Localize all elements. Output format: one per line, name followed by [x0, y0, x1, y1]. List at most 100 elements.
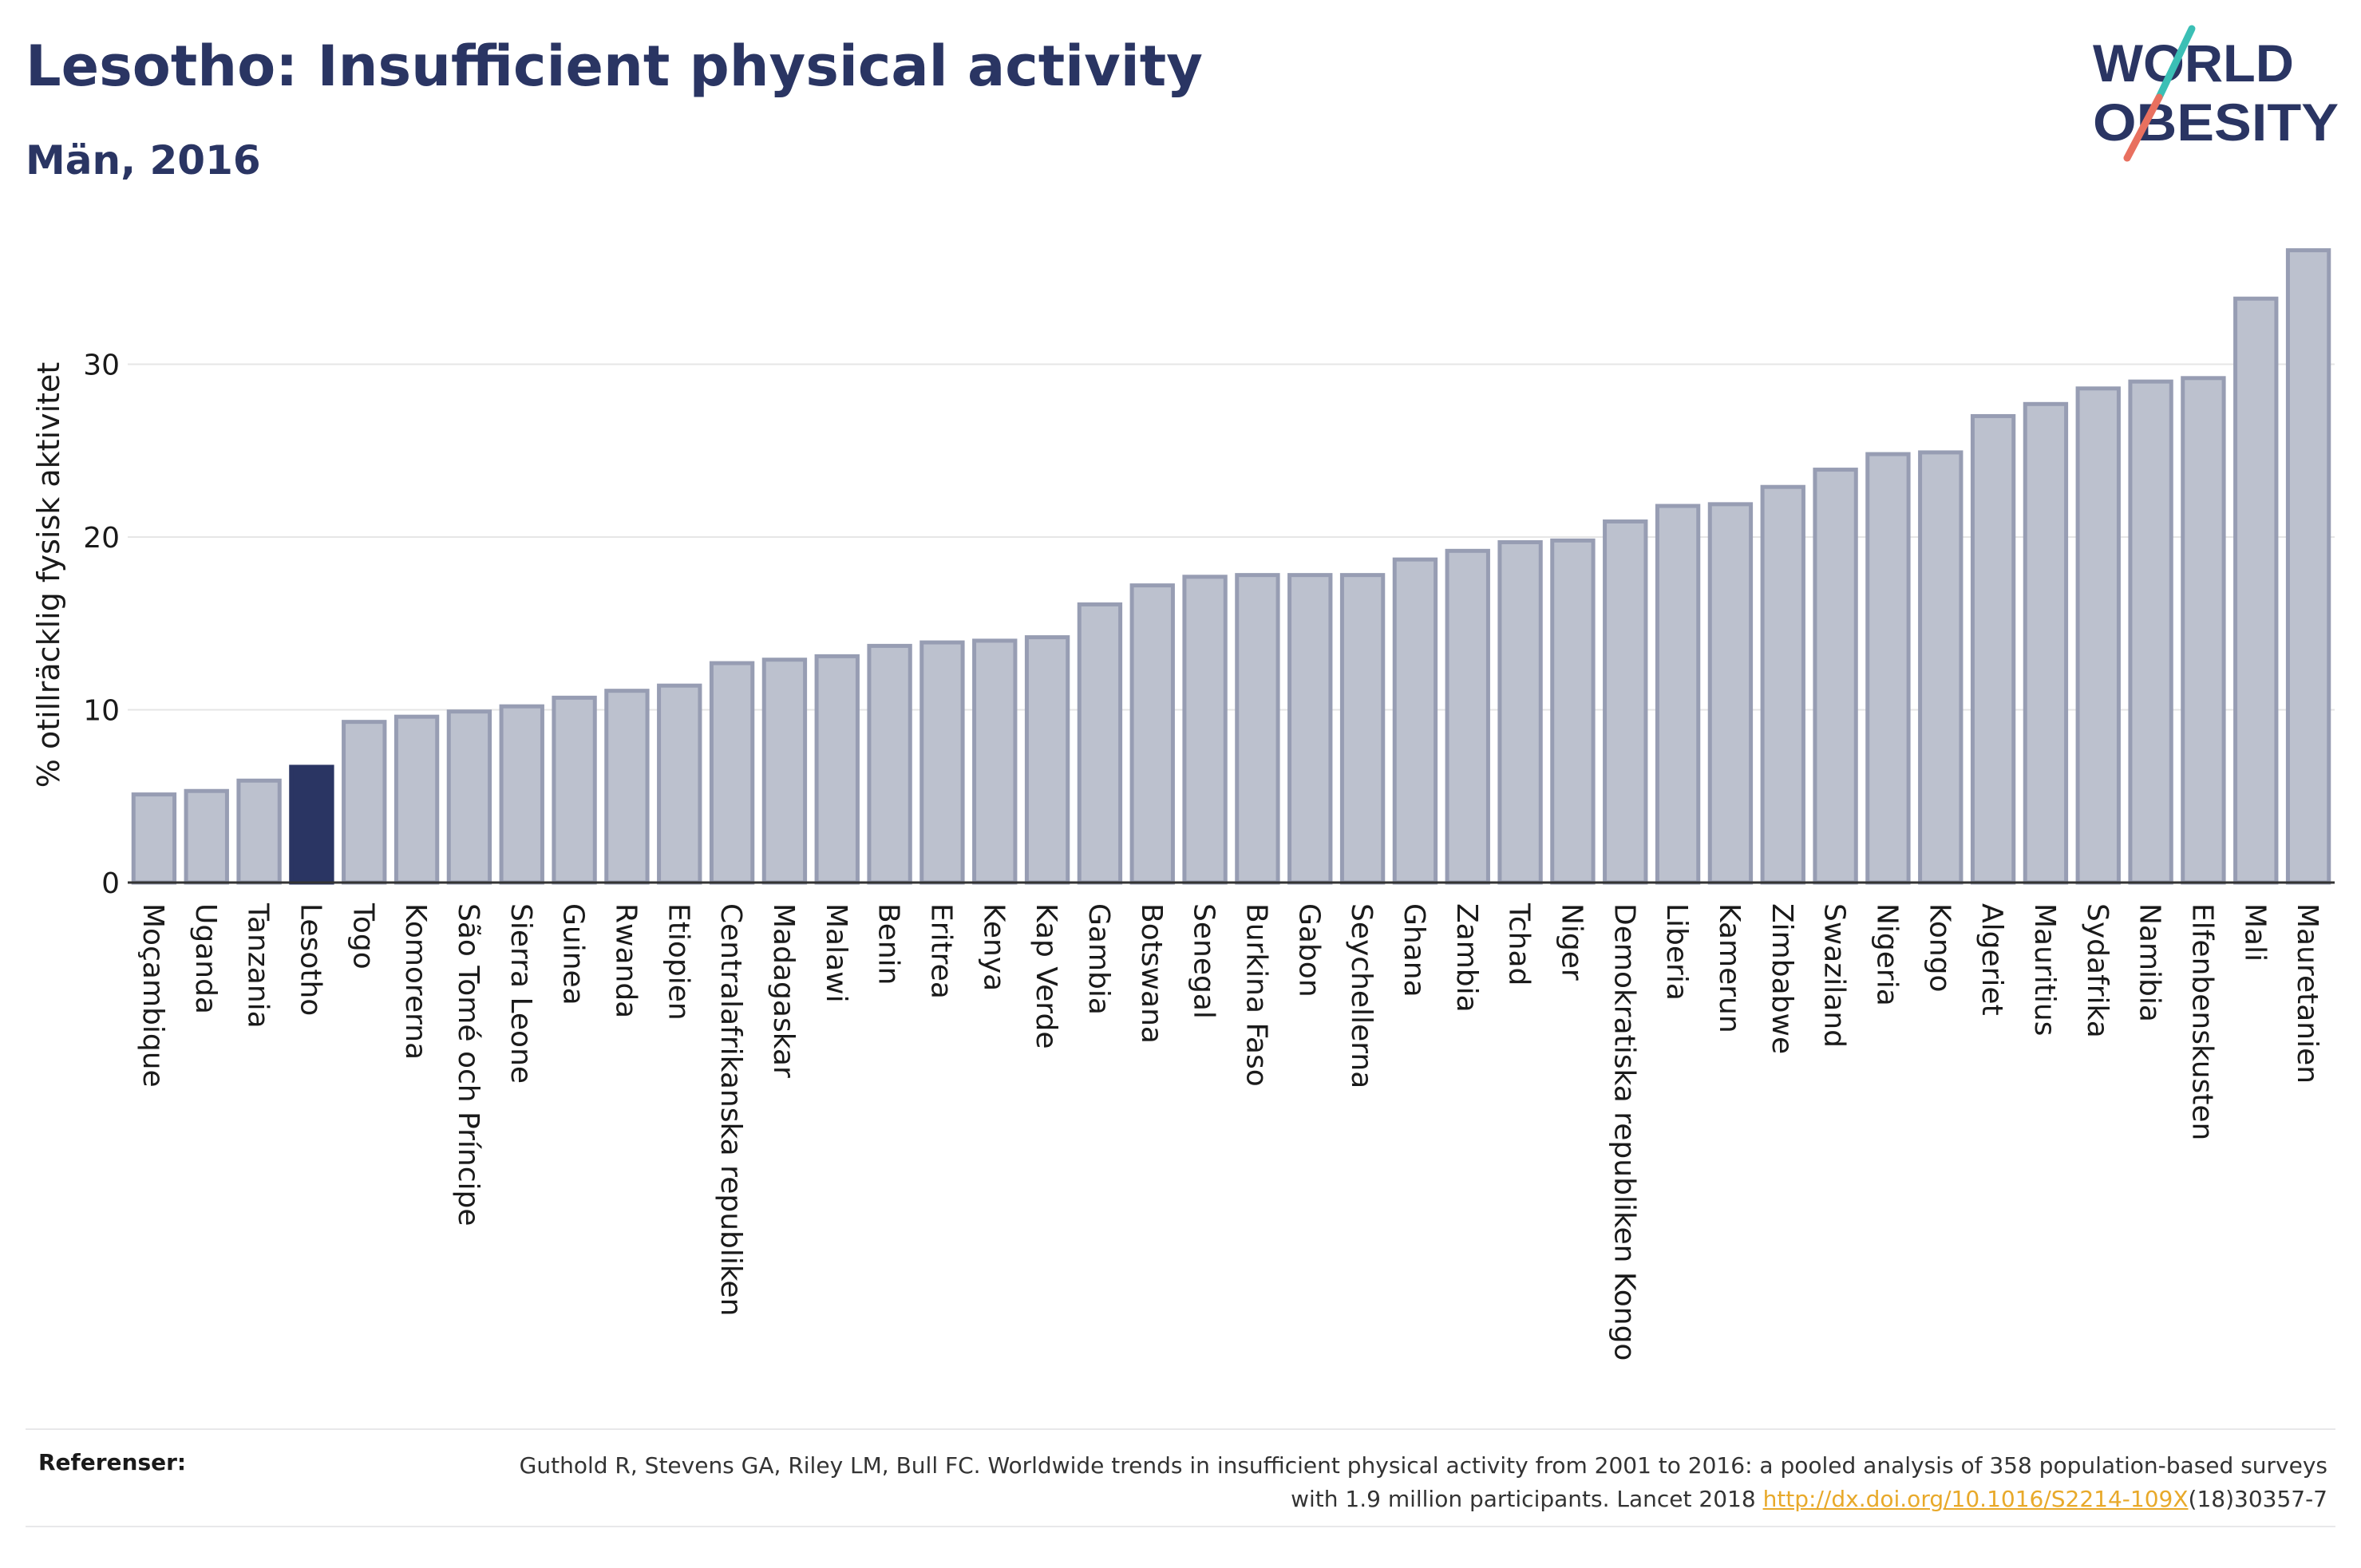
citation-text: Guthold R, Stevens GA, Riley LM, Bull FC…: [519, 1452, 2327, 1512]
x-tick-labels: Moçambique Uganda Tanzania Lesotho Togo Komor…: [136, 902, 2323, 1361]
logo-slash-bottom: [2123, 93, 2163, 162]
x-tick-label: Liberia: [1660, 903, 1693, 1001]
x-tick-label: São Tomé och Príncipe: [452, 903, 484, 1226]
bar-senegal: [1182, 575, 1228, 885]
bar-madagaskar: [761, 658, 808, 885]
bar-demokratiska-republiken-kongo: [1603, 519, 1648, 885]
bar-burkina-faso: [1235, 573, 1280, 885]
x-tick-label: Kenya: [977, 903, 1010, 991]
bar-eritrea: [919, 640, 965, 885]
x-tick-label: Eritrea: [924, 903, 957, 999]
bar-ghana: [1392, 557, 1438, 885]
chart-subtitle: Män, 2016: [26, 137, 261, 184]
y-tick-label: 0: [101, 867, 120, 900]
bar-lesotho: [289, 764, 334, 885]
x-tick-label: Lesotho: [294, 903, 326, 1016]
bar-benin: [867, 643, 912, 885]
references-citation: Guthold R, Stevens GA, Riley LM, Bull FC…: [492, 1449, 2327, 1516]
bar-gambia: [1077, 602, 1123, 885]
x-tick-label: Tanzania: [242, 902, 275, 1029]
bar-kenya: [972, 638, 1018, 885]
x-tick-label: Gambia: [1082, 903, 1115, 1015]
bar-malawi: [814, 654, 860, 885]
x-tick-label: Niger: [1555, 903, 1588, 981]
x-tick-label: Guinea: [557, 903, 590, 1005]
bar-liberia: [1655, 504, 1701, 885]
x-tick-label: Etiopien: [662, 903, 694, 1021]
x-tick-label: Swaziland: [1818, 903, 1851, 1048]
bar-mauretanien: [2285, 248, 2331, 885]
bar-togo: [342, 720, 387, 885]
bar-guinea: [552, 695, 597, 885]
bar-tanzania: [236, 778, 282, 885]
bar-chart: 0 10 20 30 Moçambique Uganda Tanzania Lesotho T…: [31, 248, 2335, 1361]
x-tick-label: Mali: [2238, 903, 2271, 962]
world-obesity-logo: WORLD OBESITY: [2093, 25, 2339, 162]
bar-centralafrikanska-republiken: [709, 661, 755, 885]
logo-slash-top: [2155, 25, 2196, 101]
bar-etiopien: [657, 683, 702, 885]
x-tick-label: Botswana: [1135, 903, 1168, 1044]
x-tick-label: Elfenbenskusten: [2185, 903, 2218, 1140]
y-tick-labels: 0 10 20 30: [83, 350, 120, 901]
x-tick-label: Komorerna: [399, 903, 432, 1060]
bar-nigeria: [1865, 452, 1911, 885]
bar-tchad: [1497, 539, 1543, 885]
x-tick-label: Algeriet: [1975, 903, 2008, 1016]
bar-kamerun: [1707, 502, 1754, 885]
bar-kongo: [1918, 450, 1964, 885]
y-tick-label: 20: [83, 522, 120, 555]
bar-zimbabwe: [1760, 484, 1805, 885]
bar-zambia: [1445, 548, 1490, 885]
references-section: Referenser: Guthold R, Stevens GA, Riley…: [26, 1428, 2335, 1527]
logo-line-1: WORLD: [2093, 34, 2294, 93]
bar-sierra-leone: [499, 704, 544, 885]
bar-botswana: [1129, 583, 1175, 885]
citation-suffix: (18)30357-7: [2188, 1486, 2327, 1512]
x-tick-label: Sydafrika: [2081, 903, 2114, 1038]
x-tick-label: Kongo: [1923, 903, 1956, 993]
x-tick-label: Burkina Faso: [1240, 903, 1272, 1087]
bar-rwanda: [604, 689, 650, 885]
gridlines: [128, 363, 2335, 711]
x-tick-label: Sierra Leone: [504, 903, 537, 1084]
bar-elfenbenskusten: [2181, 376, 2226, 885]
x-tick-label: Madagaskar: [767, 903, 800, 1078]
bars: [131, 248, 2331, 885]
x-tick-label: Mauritius: [2028, 903, 2061, 1036]
x-tick-label: Malawi: [820, 903, 852, 1003]
doi-link[interactable]: http://dx.doi.org/10.1016/S2214-109X: [1762, 1486, 2189, 1512]
bar-sydafrika: [2075, 386, 2121, 885]
bar-komorerna: [394, 714, 440, 885]
x-tick-label: Kap Verde: [1030, 903, 1062, 1049]
bar-seychellerna: [1339, 573, 1386, 885]
y-tick-label: 30: [83, 350, 120, 382]
x-tick-label: Zimbabwe: [1766, 903, 1798, 1054]
x-tick-label: Zambia: [1450, 903, 1483, 1013]
x-tick-label: Benin: [872, 903, 905, 985]
bar-mo-ambique: [131, 792, 177, 885]
x-tick-label: Togo: [346, 902, 379, 970]
x-tick-label: Centralafrikanska republiken: [714, 903, 747, 1316]
x-tick-label: Moçambique: [136, 903, 169, 1088]
chart-title: Lesotho: Insufficient physical activity: [26, 34, 1203, 99]
bar-algeriet: [1970, 413, 2016, 885]
x-tick-label: Nigeria: [1870, 903, 1903, 1006]
x-tick-label: Gabon: [1292, 903, 1325, 997]
x-tick-label: Senegal: [1188, 903, 1220, 1019]
bar-s-o-tom-och-pr-ncipe: [446, 709, 492, 885]
x-tick-label: Rwanda: [609, 903, 642, 1018]
bar-uganda: [184, 788, 229, 885]
x-tick-label: Seychellerna: [1345, 903, 1378, 1088]
x-tick-label: Kamerun: [1713, 903, 1746, 1033]
bar-gabon: [1287, 573, 1333, 885]
x-tick-label: Ghana: [1398, 903, 1430, 997]
x-tick-label: Uganda: [189, 903, 222, 1014]
y-tick-label: 10: [83, 695, 120, 728]
bar-kap-verde: [1024, 635, 1070, 885]
x-tick-label: Mauretanien: [2291, 903, 2323, 1084]
x-tick-label: Demokratiska republiken Kongo: [1608, 903, 1640, 1361]
bar-swaziland: [1813, 468, 1858, 885]
bar-namibia: [2128, 379, 2173, 885]
x-tick-label: Namibia: [2134, 903, 2166, 1022]
